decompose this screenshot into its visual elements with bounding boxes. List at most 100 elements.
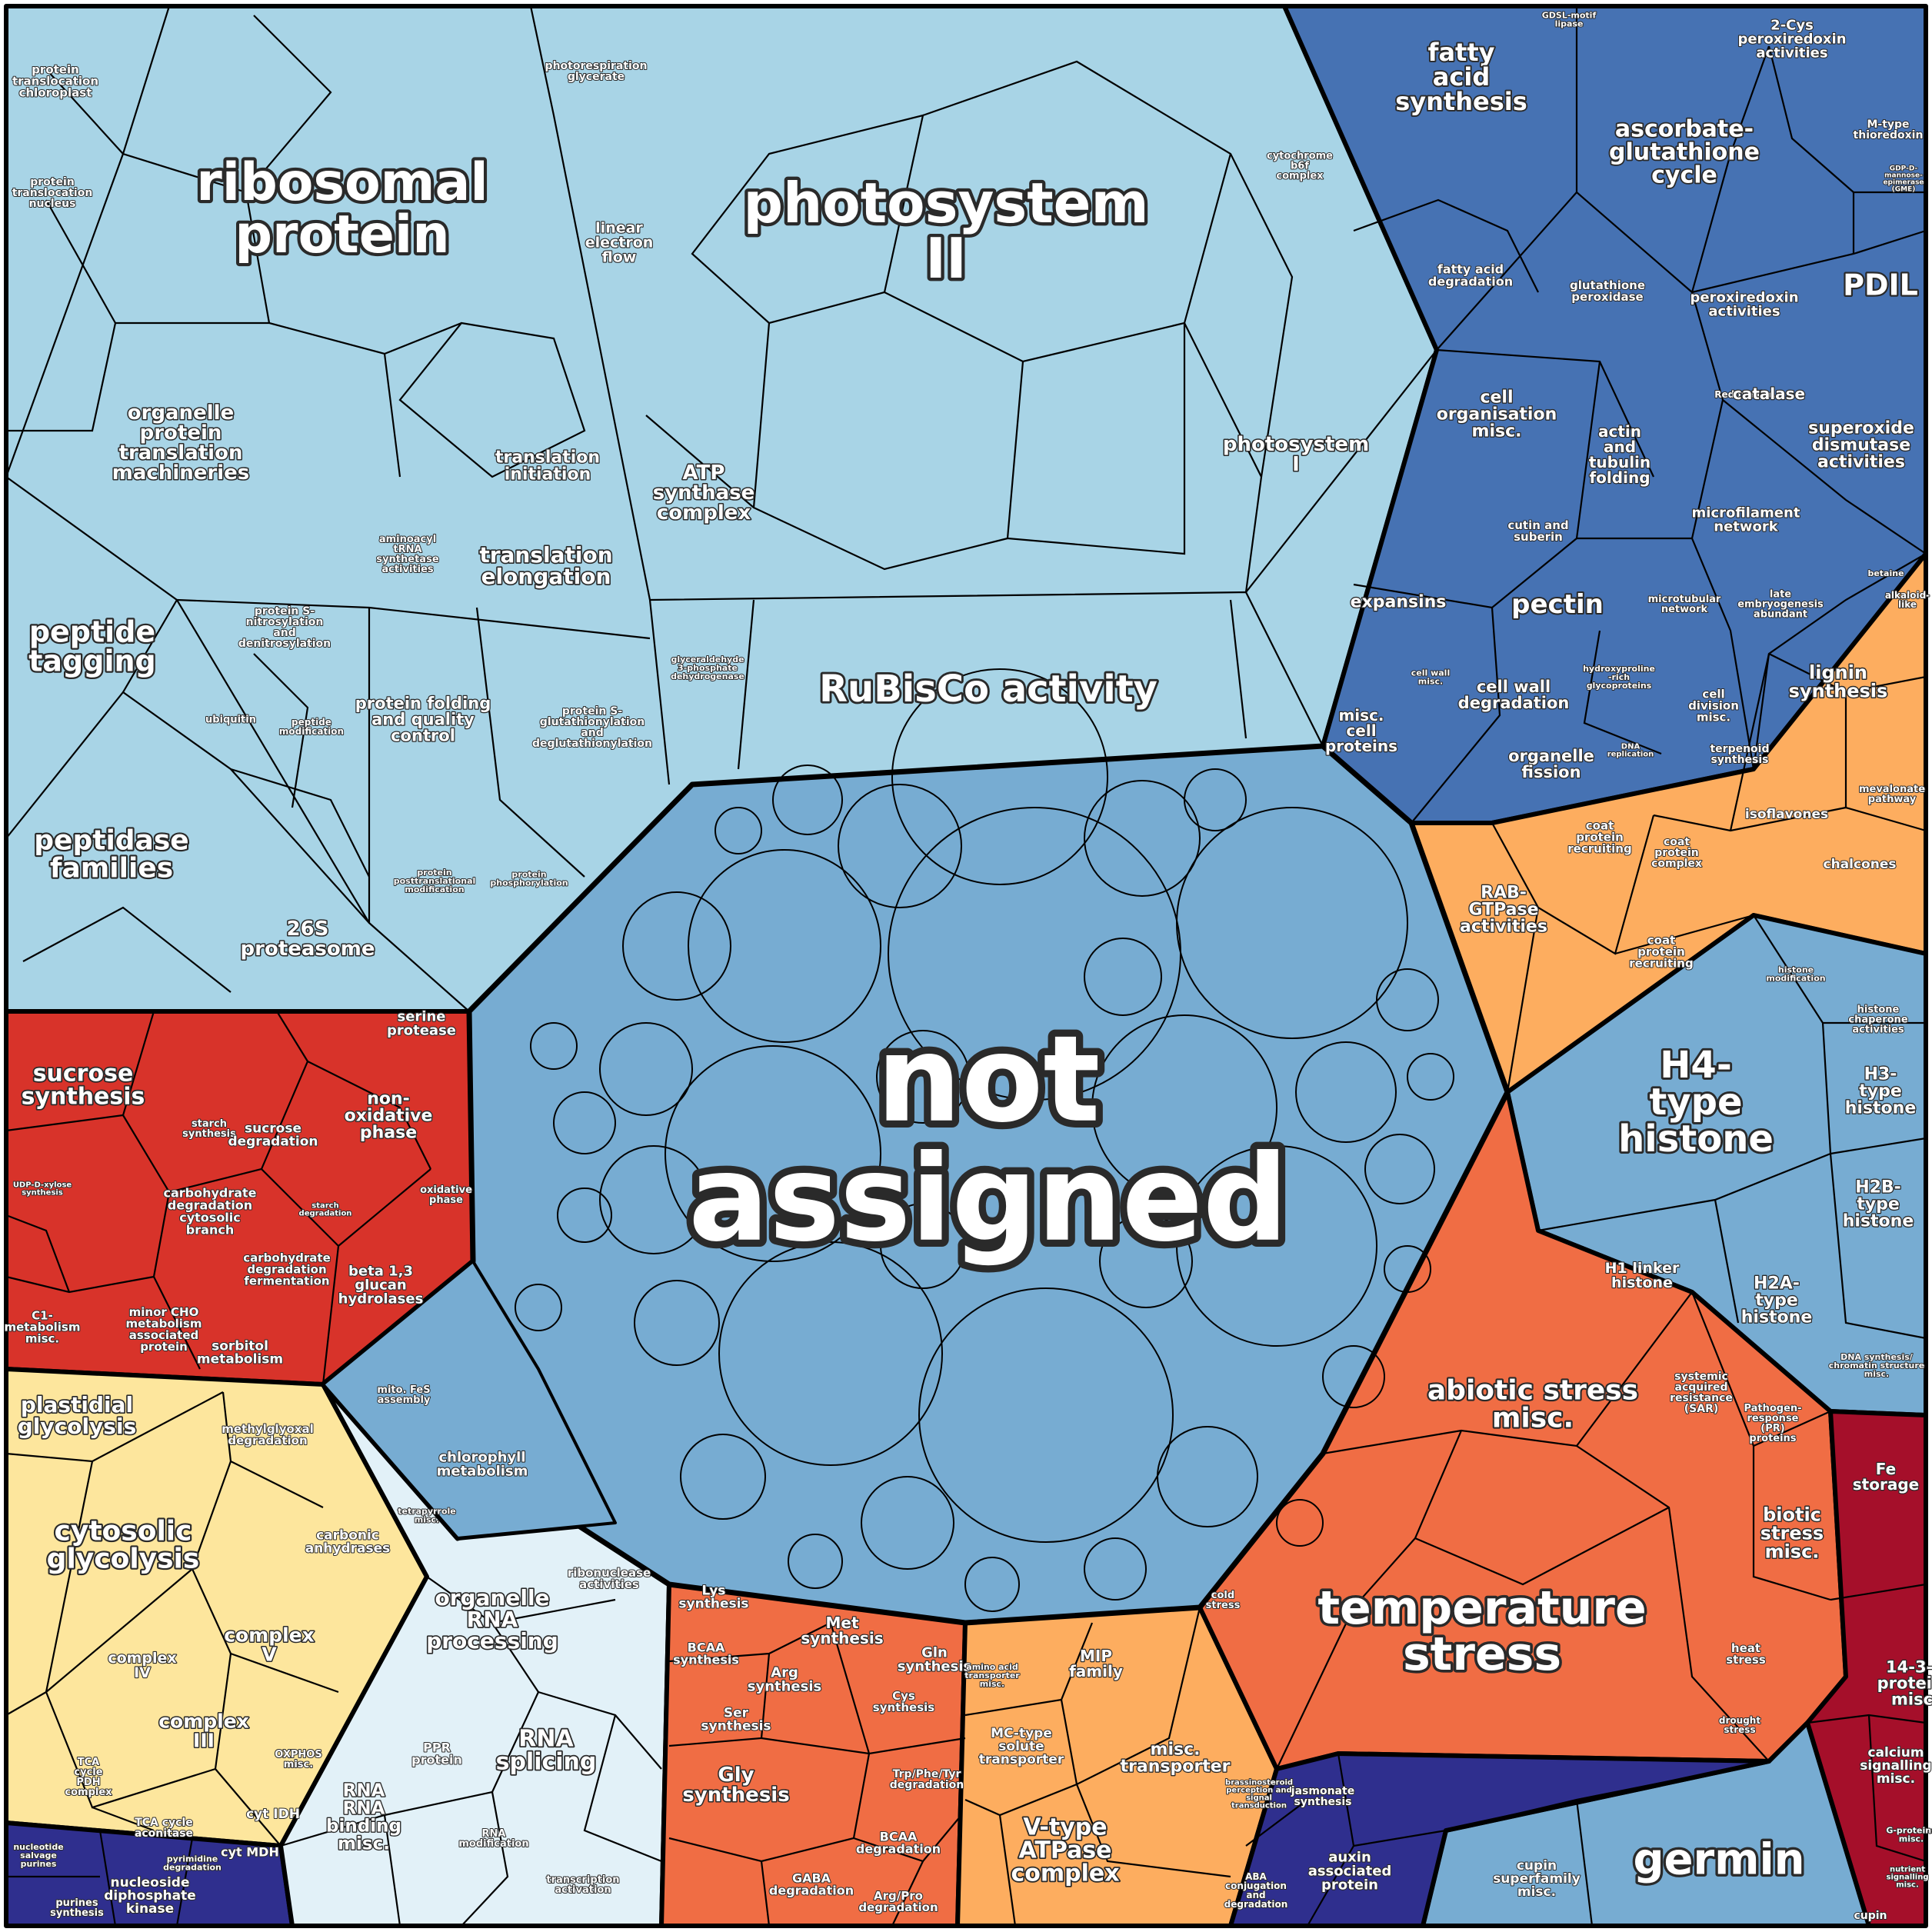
- label-abiotic-stress: abiotic stress misc.: [1427, 1375, 1638, 1434]
- label-line: calcium: [1867, 1745, 1924, 1760]
- label-line: GABA: [792, 1871, 831, 1886]
- label-systemic-acquired: systemic acquired resistance (SAR): [1670, 1371, 1733, 1415]
- label-line: cytosolic: [55, 1516, 192, 1547]
- label-line: UDP-D-xylose: [13, 1181, 72, 1190]
- label-h3-histone: H3-type histone: [1845, 1065, 1917, 1118]
- label-line: synthetase: [376, 554, 438, 565]
- label-line: amino acid: [966, 1662, 1018, 1672]
- label-line: posttranslational: [394, 876, 476, 886]
- label-line: assembly: [378, 1394, 431, 1406]
- label-complex-iii: complex III: [158, 1710, 249, 1751]
- label-line: stress: [1206, 1600, 1241, 1611]
- label-complex-iv: complex IV: [108, 1650, 176, 1681]
- label-starch-degradation: starch degradation: [299, 1202, 352, 1218]
- label-line: degradation: [890, 1779, 964, 1791]
- label-line: fission: [1521, 763, 1581, 781]
- label-ribosomal-protein: ribosomal protein: [196, 152, 488, 265]
- label-line: protein: [1637, 944, 1685, 958]
- label-line: PPR: [423, 1740, 451, 1755]
- label-protein-glutathionylation: protein S-glutathionylation and deglutathi…: [532, 705, 652, 750]
- label-line: plastidial: [21, 1392, 133, 1417]
- label-jasmonate-synthesis: jasmonate synthesis: [1291, 1785, 1354, 1808]
- label-catalase: catalase: [1733, 385, 1805, 403]
- label-line: complex: [65, 1787, 112, 1798]
- label-line: translocation: [12, 74, 98, 88]
- label-coat-protein-complex: coat protein complex: [1651, 836, 1702, 870]
- label-line: Met: [825, 1614, 858, 1632]
- label-line: carbohydrate: [243, 1251, 331, 1264]
- label-line: conjugation: [1225, 1880, 1287, 1891]
- label-line: organelle: [1508, 747, 1594, 765]
- label-chalcones: chalcones: [1824, 857, 1897, 872]
- label-transcription-activation: transcription activation: [546, 1874, 619, 1896]
- label-line: DNA: [1621, 743, 1641, 751]
- label-line: protein folding: [355, 694, 491, 712]
- label-misc-transporter: misc. transporter: [1121, 1740, 1231, 1777]
- label-line: misc.: [415, 1514, 439, 1524]
- label-line: degradation: [163, 1862, 222, 1872]
- label-h1-linker: H1 linker histone: [1605, 1260, 1680, 1291]
- label-line: splicing: [496, 1749, 597, 1776]
- label-line: RNA: [518, 1726, 574, 1753]
- label-line: synthesis: [182, 1128, 236, 1140]
- label-rna-splicing: RNA splicing: [496, 1726, 597, 1776]
- label-fatty-acid-degradation: fatty acid degradation: [1428, 262, 1513, 289]
- label-biotic-stress: biotic stress misc.: [1760, 1504, 1824, 1562]
- label-line: acid: [1433, 62, 1490, 92]
- label-line: H1 linker: [1605, 1260, 1680, 1277]
- label-line: type: [1755, 1291, 1798, 1311]
- label-peptidase-families: peptidase families: [34, 825, 188, 884]
- label-alkaloid-like: alkaloid-like: [1885, 590, 1930, 610]
- label-c1-metabolism: C1-metabolism misc.: [5, 1308, 81, 1345]
- label-line: like: [1898, 599, 1917, 610]
- label-protein-posttranslational: protein posttranslational modification: [394, 868, 476, 894]
- label-line: starch: [311, 1202, 338, 1211]
- label-line: cell: [1480, 388, 1513, 408]
- label-oxphos: OXPHOS misc.: [275, 1749, 321, 1770]
- label-not-assigned: not assigned: [688, 1010, 1288, 1268]
- label-line: synthesis: [898, 1658, 972, 1674]
- label-line: peroxidase: [1571, 290, 1643, 304]
- label-line: cyt IDH: [246, 1807, 300, 1822]
- label-line: complex: [1651, 858, 1702, 870]
- label-line: cell: [1702, 687, 1724, 701]
- label-line: glycerate: [568, 71, 625, 83]
- label-line: nucleus: [29, 198, 76, 210]
- label-aba-conjugation: ABA conjugation and degradation: [1224, 1871, 1288, 1910]
- label-line: degradation: [769, 1884, 854, 1898]
- label-peptide-modification: peptide modification: [279, 717, 344, 737]
- label-cupin-superfamily: cupin superfamily misc.: [1493, 1858, 1581, 1900]
- label-line: kinase: [126, 1901, 174, 1917]
- label-line: synthesis: [673, 1653, 739, 1667]
- label-bcaa-degradation: BCAA degradation: [856, 1830, 941, 1857]
- label-line: storage: [1853, 1475, 1919, 1494]
- label-line: hydrolases: [338, 1291, 424, 1307]
- label-line: glutathione: [1609, 139, 1760, 166]
- label-sucrose-synthesis: sucrose synthesis: [22, 1061, 145, 1111]
- label-h2b-histone: H2B-type histone: [1843, 1178, 1914, 1231]
- label-line: phosphorylation: [490, 878, 568, 888]
- label-line: Arg: [771, 1664, 798, 1681]
- label-line: glyceraldehyde: [671, 655, 744, 665]
- label-line: tetrapyrrole: [398, 1506, 456, 1516]
- label-line: misc.: [284, 1759, 313, 1770]
- label-cold-stress: cold stress: [1206, 1590, 1241, 1611]
- label-line: beta 1,3: [348, 1263, 413, 1279]
- label-line: fatty acid: [1437, 262, 1504, 277]
- label-line: TCA cycle: [135, 1817, 193, 1829]
- label-temperature-stress: temperature stress: [1317, 1581, 1646, 1681]
- label-line: glutathione: [1570, 278, 1645, 292]
- label-pectin: pectin: [1511, 589, 1604, 620]
- label-line: stress: [1403, 1627, 1561, 1681]
- label-line: temperature: [1317, 1581, 1646, 1635]
- label-line: control: [391, 726, 455, 744]
- label-expansins: expansins: [1351, 593, 1447, 612]
- label-line: metabolism: [197, 1351, 283, 1367]
- label-line: synthesis: [678, 1596, 748, 1611]
- label-line: chlorophyll: [438, 1449, 525, 1465]
- label-line: modification: [405, 884, 464, 894]
- not-assigned-subcells: [515, 668, 1454, 1612]
- label-aminoacyl-trna: aminoacyl tRNA synthetase activities: [376, 534, 438, 575]
- label-line: (PR): [1760, 1423, 1784, 1434]
- label-line: actin: [1598, 422, 1641, 441]
